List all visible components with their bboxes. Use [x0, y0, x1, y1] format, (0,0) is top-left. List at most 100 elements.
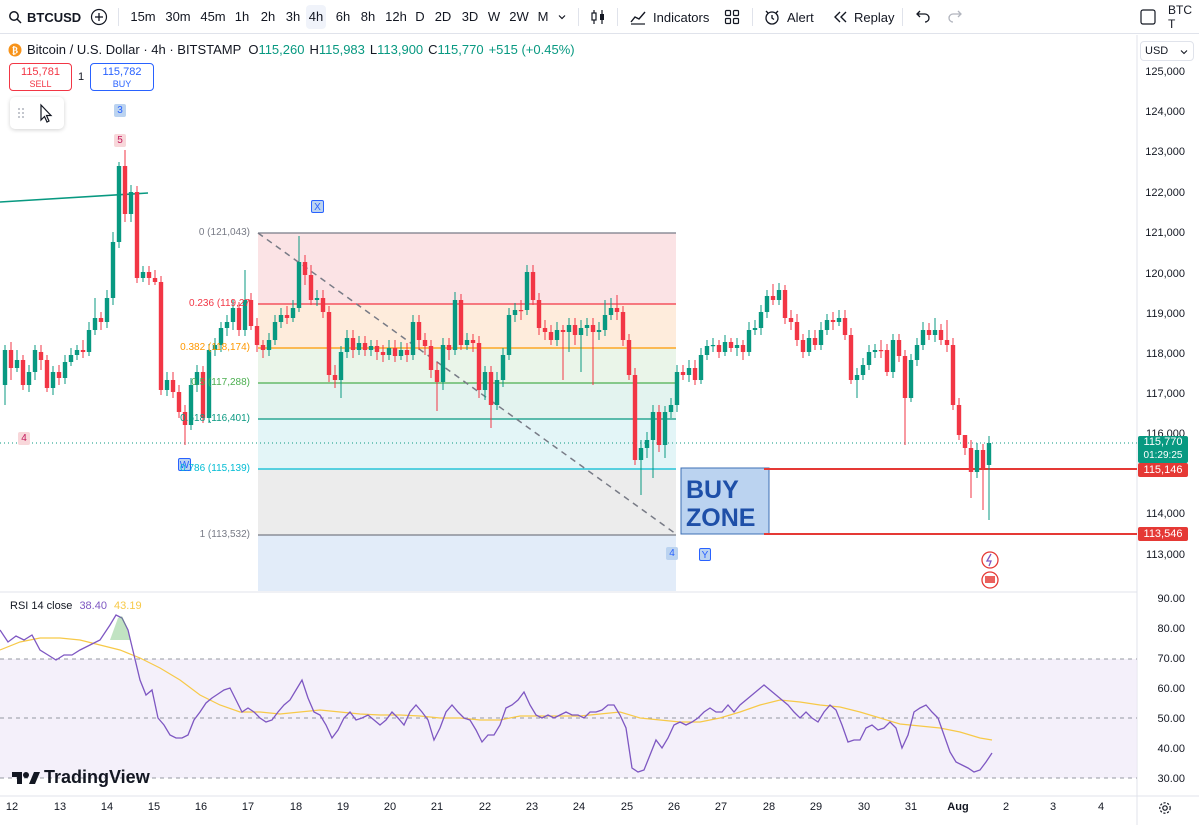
rsi-tick: 50.00 — [1157, 713, 1185, 725]
candle-body — [308, 275, 314, 300]
candle-body — [344, 338, 350, 352]
rsi-legend[interactable]: RSI 14 close 38.40 43.19 — [10, 600, 142, 612]
time-tick: 15 — [147, 801, 161, 813]
timeframe-45m[interactable]: 45m — [200, 9, 226, 24]
candle-body — [212, 345, 218, 350]
time-tick: 14 — [100, 801, 114, 813]
chart-settings-button[interactable] — [1158, 801, 1172, 820]
timeframe-15m[interactable]: 15m — [130, 9, 156, 24]
redo-button[interactable] — [947, 0, 963, 34]
cursor-icon[interactable] — [40, 103, 53, 123]
timeframe-3h[interactable]: 3h — [285, 9, 301, 24]
price-tick: 121,000 — [1145, 227, 1185, 239]
timeframe-2h[interactable]: 2h — [260, 9, 276, 24]
drag-handle-icon[interactable] — [18, 108, 24, 118]
sell-button[interactable]: 115,781 SELL — [9, 63, 72, 91]
buy-zone-box[interactable] — [680, 467, 770, 535]
high-label: H — [309, 42, 319, 57]
checkbox[interactable] — [1140, 0, 1156, 34]
rsi-value: 38.40 — [79, 600, 107, 612]
chart-type-button[interactable] — [589, 0, 607, 34]
candle-body — [980, 450, 986, 468]
lightning-event-icon[interactable] — [981, 551, 999, 569]
timeframe-2d[interactable]: 2D — [434, 9, 452, 24]
candle-body — [248, 300, 254, 326]
price-tick: 119,000 — [1146, 308, 1185, 320]
candle-body — [968, 448, 974, 472]
timeframe-m[interactable]: M — [537, 9, 549, 24]
symbol-legend[interactable]: ₿ Bitcoin / U.S. Dollar · 4h · BITSTAMP … — [8, 42, 575, 57]
candle-body — [836, 318, 842, 322]
fib-level-label: 0.5 (117,288) — [191, 377, 250, 388]
timeframe-30m[interactable]: 30m — [165, 9, 191, 24]
currency-selector[interactable]: USD — [1140, 41, 1194, 61]
fib-level-label: 0.618 (116,401) — [180, 413, 250, 424]
candle-body — [8, 350, 14, 368]
fib-retracement[interactable] — [258, 232, 676, 591]
candle-body — [746, 330, 752, 352]
search-icon — [9, 11, 22, 24]
wave-label-w[interactable]: W — [178, 458, 191, 471]
timeframe-8h[interactable]: 8h — [360, 9, 376, 24]
wave-label-x[interactable]: X — [311, 200, 324, 213]
candle-body — [290, 308, 296, 318]
fib-trend-line[interactable] — [257, 232, 677, 535]
alarm-clock-icon — [765, 10, 779, 25]
rsi-tick: 90.00 — [1157, 593, 1185, 605]
candle-body — [446, 345, 452, 350]
right-panel-symbol[interactable]: BTC T — [1168, 3, 1192, 31]
candle-body — [788, 318, 794, 322]
price-tick: 125,000 — [1145, 66, 1185, 78]
wave-label-5[interactable]: 5 — [114, 134, 126, 147]
candle-body — [830, 320, 836, 322]
candle-body — [494, 380, 500, 405]
add-symbol-button[interactable] — [90, 0, 108, 34]
rewind-icon — [834, 11, 847, 23]
timeframe-6h[interactable]: 6h — [335, 9, 351, 24]
timeframe-1h[interactable]: 1h — [234, 9, 250, 24]
price-chart[interactable] — [0, 35, 1199, 825]
candle-body — [974, 450, 980, 472]
candle-body — [56, 372, 62, 378]
candle-body — [44, 360, 50, 388]
replay-button[interactable]: Replay — [832, 0, 894, 34]
layouts-button[interactable] — [724, 0, 740, 34]
candle-body — [164, 380, 170, 390]
indicators-button[interactable]: Indicators — [629, 0, 709, 34]
candle-body — [368, 346, 374, 350]
candle-body — [278, 315, 284, 322]
candle-body — [218, 328, 224, 345]
timeframe-4h[interactable]: 4h — [306, 5, 326, 29]
wave-label-4-left[interactable]: 4 — [18, 432, 30, 445]
wave-label-y[interactable]: Y — [699, 548, 711, 561]
symbol-search[interactable]: BTCUSD — [8, 0, 81, 34]
candle-body — [398, 350, 404, 356]
candle-body — [608, 308, 614, 315]
candle-body — [518, 310, 524, 312]
time-tick: 23 — [525, 801, 539, 813]
low-value: 113,900 — [377, 42, 424, 57]
candle-body — [554, 330, 560, 340]
timeframe-d[interactable]: D — [415, 9, 425, 24]
wave-label-3[interactable]: 3 — [114, 104, 126, 117]
candle-body — [464, 340, 470, 345]
sell-price: 115,781 — [21, 66, 60, 78]
undo-button[interactable] — [915, 0, 931, 34]
timeframe-2w[interactable]: 2W — [509, 9, 529, 24]
candle-body — [944, 340, 950, 345]
divider — [902, 8, 903, 26]
buy-price: 115,782 — [102, 66, 142, 78]
close-label: C — [428, 42, 438, 57]
quantity[interactable]: 1 — [78, 71, 85, 83]
alert-button[interactable]: Alert — [763, 0, 814, 34]
wave-label-4[interactable]: 4 — [666, 547, 678, 560]
timeframe-3d[interactable]: 3D — [461, 9, 479, 24]
candle-body — [860, 365, 866, 375]
timeframe-dropdown[interactable] — [557, 0, 567, 34]
timeframe-12h[interactable]: 12h — [385, 9, 407, 24]
timeframe-w[interactable]: W — [487, 9, 501, 24]
event-icons[interactable] — [981, 551, 999, 589]
drawing-toolbar — [10, 97, 64, 129]
buy-button[interactable]: 115,782 BUY — [90, 63, 154, 91]
chevron-down-icon — [558, 15, 566, 20]
